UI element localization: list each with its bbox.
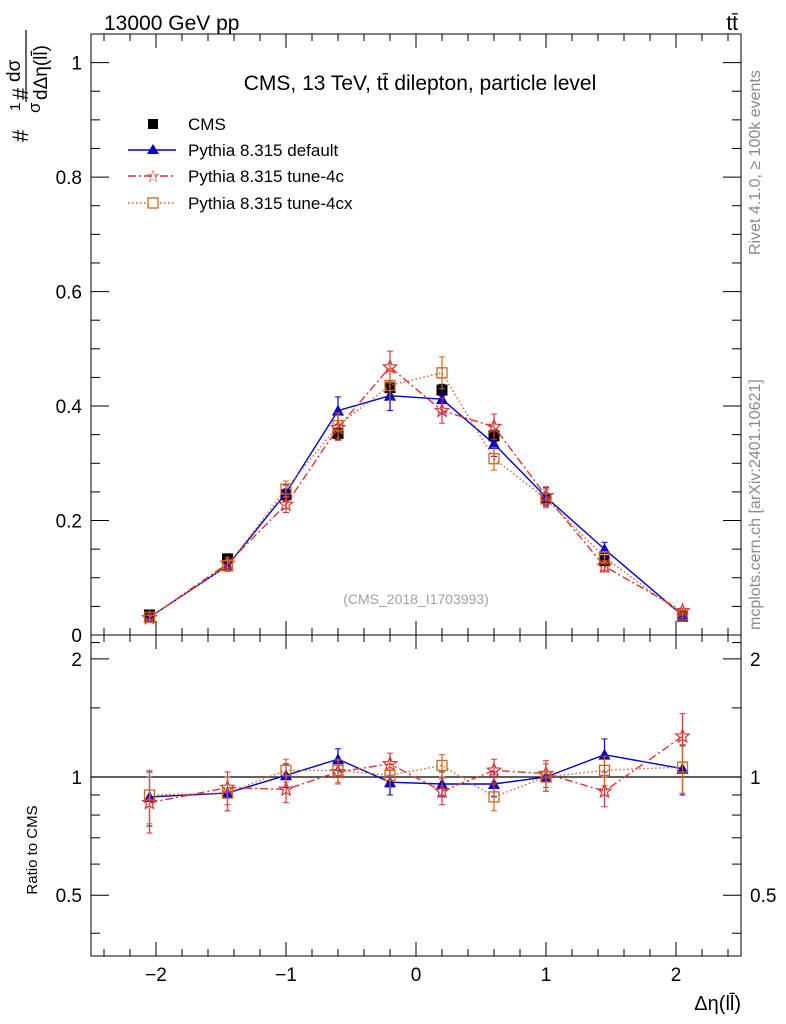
legend-entry-tune-4cx: Pythia 8.315 tune-4cx [128,194,353,213]
x-tick-label: 0 [411,965,422,986]
axes-layer: −2 −1 0 1 2 0 0.2 0.4 0.6 0.8 1 0.5 0.5 1 1 2 2 [56,34,776,986]
main-point-pythia-8-315-tune-4cx [488,453,500,465]
ratio-point-pythia-8-315-tune-4cx [280,764,292,776]
main-point-pythia-8-315-default [488,437,500,449]
main-y-tick-label: 0.2 [56,512,82,533]
main-y-tick-label: 1 [71,54,82,75]
x-tick-label: 1 [541,965,552,986]
main-point-pythia-8-315-tune-4cx [384,379,396,392]
ratio-point-pythia-8-315-tune-4cx [221,787,234,799]
ratio-y-tick-label-left: 0.5 [56,886,82,907]
main-y-tick-label: 0.4 [56,397,83,418]
ratio-y-tick-label-left: 1 [71,768,82,789]
legend-label-cms: CMS [188,115,226,134]
main-point-pythia-8-315-tune-4cx [676,609,689,621]
legend-label-default: Pythia 8.315 default [188,141,339,160]
main-point-pythia-8-315-tune-4cx [221,560,234,572]
ratio-point-pythia-8-315-tune-4cx [488,791,500,803]
watermark: (CMS_2018_I1703993) [343,591,489,607]
ratio-line-pythia-8-315-tune-4cx [149,764,683,798]
legend-marker-tune-4cx [147,197,159,209]
ratio-point-pythia-8-315-tune-4c [485,761,503,778]
ratio-point-pythia-8-315-tune-4cx [598,764,611,776]
ratio-y-tick-label-right: 1 [750,768,761,789]
main-title: CMS, 13 TeV, tt̄ dilepton, particle leve… [244,72,597,95]
x-axis-label: Δη(ll̄) [694,992,741,1015]
main-line-pythia-8-315-tune-4c [149,366,683,619]
ratio-point-pythia-8-315-tune-4cx [143,789,156,801]
main-point-pythia-8-315-tune-4cx [540,493,552,505]
main-line-pythia-8-315-default [149,394,683,618]
ratio-series-pythia-8-315-default [143,738,689,827]
ylabel-one: 1 [7,103,24,111]
ylabel-sigma: σ [25,102,44,113]
main-y-tick-label: 0.8 [56,168,82,189]
x-tick-label: −2 [145,965,167,986]
main-point-pythia-8-315-tune-4cx [143,611,156,623]
ratio-y-tick-label-left: 2 [71,650,82,671]
legend-entry-tune-4c: ☆ Pythia 8.315 tune-4c [128,167,344,186]
main-series-cms [144,380,688,622]
legend-marker-default [147,144,159,154]
main-y-tick-label: 0 [71,626,82,647]
ratio-point-pythia-8-315-tune-4c [433,782,451,799]
ylabel-hash2: # [8,87,33,100]
legend-label-tune-4cx: Pythia 8.315 tune-4cx [188,194,353,213]
ratio-series-pythia-8-315-tune-4c [141,713,691,834]
main-point-pythia-8-315-tune-4cx [332,419,344,432]
legend-marker-tune-4c: ☆ [145,167,160,186]
ratio-y-tick-label-right: 0.5 [750,886,776,907]
ylabel-numerator: dσ [4,59,25,82]
ratio-point-pythia-8-315-tune-4c [674,727,691,744]
ratio-point-pythia-8-315-tune-4cx [384,769,396,781]
ratio-point-pythia-8-315-tune-4c [277,780,295,797]
legend-label-tune-4c: Pythia 8.315 tune-4c [188,167,344,186]
main-point-pythia-8-315-tune-4c [277,495,295,512]
main-point-pythia-8-315-tune-4c [596,557,613,574]
x-tick-label: −1 [275,965,297,986]
ylabel-hash1: # [8,129,33,142]
main-y-tick-label: 0.6 [56,283,82,304]
main-point-pythia-8-315-tune-4cx [280,483,292,495]
legend-entry-default: Pythia 8.315 default [128,141,339,160]
header-left: 13000 GeV pp [104,12,239,35]
ratio-line-pythia-8-315-default [149,753,683,798]
x-tick-label: 2 [671,965,682,986]
ratio-point-pythia-8-315-tune-4cx [540,771,552,783]
legend: CMS Pythia 8.315 default ☆ Pythia 8.315 … [128,115,353,213]
main-series-pythia-8-315-default [143,380,689,623]
main-point-pythia-8-315-tune-4cx [598,551,611,563]
legend-marker-cms [148,119,158,129]
ylabel-denominator: dΔη(ll̄) [31,45,52,100]
main-series-pythia-8-315-tune-4c [141,350,691,625]
marks-layer [141,350,691,834]
main-line-pythia-8-315-tune-4cx [149,371,683,618]
main-y-axis-label: # 1 σ # dσ dΔη(ll̄) [4,30,52,142]
main-point-pythia-8-315-tune-4c [433,401,451,418]
ratio-series-pythia-8-315-tune-4cx [143,744,689,825]
ratio-point-pythia-8-315-tune-4c [596,782,613,799]
mcplots-side-label: mcplots.cern.ch [arXiv:2401.10621] [747,379,764,630]
ratio-point-pythia-8-315-tune-4cx [436,759,448,772]
ratio-y-axis-label: Ratio to CMS [24,805,41,894]
ratio-y-tick-label-right: 2 [750,650,761,671]
ratio-point-pythia-8-315-tune-4cx [676,761,689,773]
ratio-line-pythia-8-315-tune-4c [149,735,683,804]
main-point-pythia-8-315-tune-4c [485,418,503,434]
header-right: tt̄ [726,12,738,35]
main-series-pythia-8-315-tune-4cx [143,356,689,623]
ratio-point-pythia-8-315-default [598,748,611,760]
ratio-point-pythia-8-315-tune-4cx [332,764,344,776]
rivet-side-label: Rivet 4.1.0, ≥ 100k events [747,70,764,255]
legend-entry-cms: CMS [148,115,226,134]
main-point-pythia-8-315-tune-4cx [436,367,448,379]
